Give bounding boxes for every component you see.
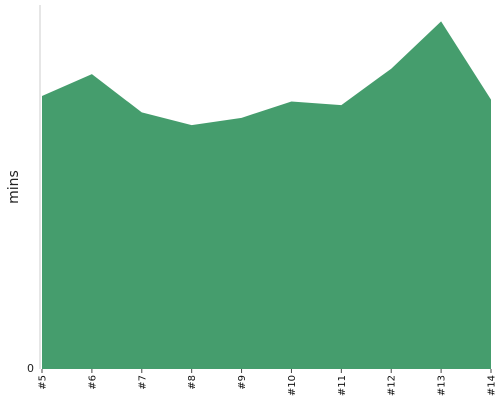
x-axis-ticks: #5 #6 #7 #8 #9 #10 #11 #12 #13 #14	[38, 369, 498, 396]
y-tick-label: 0	[27, 362, 34, 375]
x-tick-label: #14	[487, 375, 498, 396]
x-tick-label: #8	[187, 375, 198, 390]
x-tick-label: #12	[387, 375, 398, 396]
x-tick-label: #11	[337, 375, 348, 396]
x-tick-label: #9	[237, 375, 248, 390]
y-axis-label: mins	[6, 170, 22, 204]
y-axis-ticks: 0	[27, 362, 34, 375]
x-tick-label: #6	[87, 375, 98, 390]
x-tick-label: #5	[38, 375, 49, 390]
x-tick-label: #7	[137, 375, 148, 390]
area-series	[42, 21, 491, 369]
x-tick-label: #10	[287, 375, 298, 396]
x-tick-label: #13	[437, 375, 448, 396]
plot-area	[42, 21, 491, 369]
